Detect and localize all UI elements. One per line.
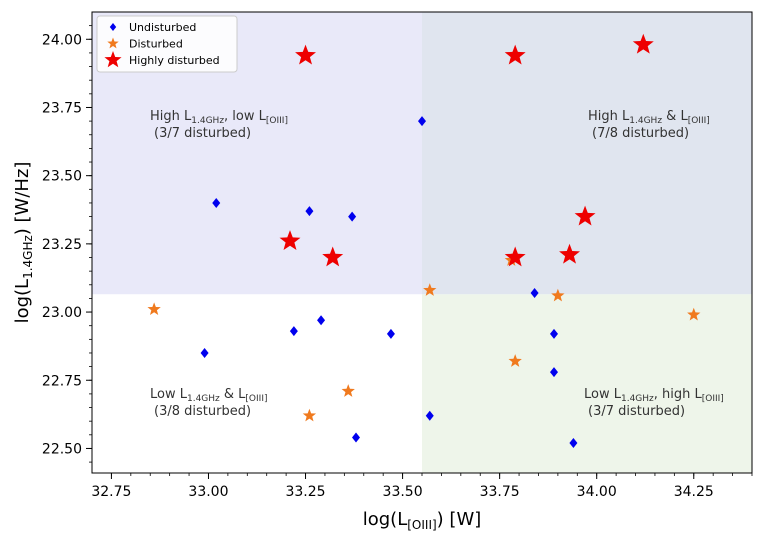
- axis-labels: log(L[OIII]) [W] log(L1.4GHz) [W/Hz]: [12, 162, 481, 532]
- x-tick-label: 34.00: [577, 484, 617, 500]
- y-tick-label: 23.50: [42, 169, 82, 185]
- point-highly-disturbed: [295, 44, 316, 65]
- legend-marker-highly_disturbed: [104, 51, 122, 68]
- point-undisturbed: [212, 197, 221, 208]
- x-tick-label: 33.50: [383, 484, 423, 500]
- point-undisturbed: [425, 410, 434, 421]
- point-disturbed: [147, 302, 161, 315]
- point-undisturbed: [550, 367, 558, 378]
- quadrant-label-tl: High L1.4GHz, low L[OIII]: [150, 109, 288, 126]
- legend: Undisturbed Disturbed Highly disturbed: [96, 15, 238, 73]
- point-disturbed: [687, 307, 701, 321]
- point-undisturbed: [305, 206, 314, 217]
- quadrant-annotations: High L1.4GHz, low L[OIII](3/7 disturbed)…: [150, 109, 724, 419]
- quadrant-count-br: (3/7 disturbed): [588, 404, 685, 419]
- legend-box: [96, 15, 238, 73]
- quadrant-count-tr: (7/8 disturbed): [592, 126, 689, 141]
- point-disturbed: [341, 384, 355, 397]
- point-disturbed: [423, 283, 437, 296]
- point-undisturbed: [530, 287, 539, 298]
- point-undisturbed: [289, 326, 298, 337]
- quadrant-label-bl: Low L1.4GHz & L[OIII]: [150, 387, 268, 404]
- x-tick-label: 33.75: [480, 484, 520, 500]
- legend-label-highly_disturbed: Highly disturbed: [129, 54, 220, 67]
- x-axis-label: log(L[OIII]) [W]: [363, 509, 482, 532]
- y-tick-label: 23.75: [42, 100, 82, 116]
- point-highly-disturbed: [504, 246, 526, 267]
- quadrant-count-bl: (3/8 disturbed): [154, 404, 251, 419]
- point-undisturbed: [352, 432, 360, 443]
- y-tick-label: 24.00: [42, 32, 82, 48]
- point-disturbed: [508, 354, 522, 367]
- quadrant-count-tl: (3/7 disturbed): [154, 126, 251, 141]
- y-tick-label: 22.50: [42, 441, 82, 457]
- point-undisturbed: [348, 211, 357, 222]
- point-disturbed: [302, 408, 317, 422]
- point-highly-disturbed: [574, 205, 596, 226]
- quadrant-bottom-right: [422, 294, 752, 473]
- point-undisturbed: [569, 437, 578, 448]
- x-tick-label: 33.25: [285, 484, 325, 500]
- x-tick-label: 33.00: [188, 484, 228, 500]
- axes: 32.75 33.00 33.25 33.50 33.75 34.00 34.25 22.50…: [42, 11, 753, 500]
- legend-marker-undisturbed: [109, 23, 117, 31]
- point-highly-disturbed: [504, 44, 526, 65]
- legend-marker-disturbed: [107, 37, 119, 49]
- x-tick-label: 34.25: [674, 484, 714, 500]
- x-tick-label: 32.75: [91, 484, 131, 500]
- y-axis-label: log(L1.4GHz) [W/Hz]: [12, 162, 35, 324]
- point-highly-disturbed: [632, 33, 654, 54]
- quadrant-bottom-left: [92, 294, 422, 473]
- y-tick-label: 23.25: [42, 237, 82, 253]
- point-undisturbed: [550, 328, 558, 339]
- point-undisturbed: [418, 116, 426, 127]
- legend-label-undisturbed: Undisturbed: [129, 21, 196, 34]
- point-undisturbed: [386, 328, 395, 339]
- point-highly-disturbed: [559, 243, 580, 264]
- point-undisturbed: [200, 347, 209, 358]
- quadrant-backgrounds: [92, 12, 752, 473]
- y-tick-label: 22.75: [42, 373, 82, 389]
- legend-label-disturbed: Disturbed: [129, 38, 183, 51]
- point-undisturbed: [317, 315, 326, 326]
- quadrant-label-tr: High L1.4GHz & L[OIII]: [588, 109, 710, 126]
- point-disturbed: [551, 288, 565, 302]
- quadrant-label-br: Low L1.4GHz, high L[OIII]: [584, 387, 724, 404]
- y-tick-label: 23.00: [42, 305, 82, 321]
- point-highly-disturbed: [279, 230, 301, 251]
- quadrant-top-right: [422, 12, 752, 295]
- point-highly-disturbed: [322, 246, 344, 267]
- data-points: [147, 33, 701, 448]
